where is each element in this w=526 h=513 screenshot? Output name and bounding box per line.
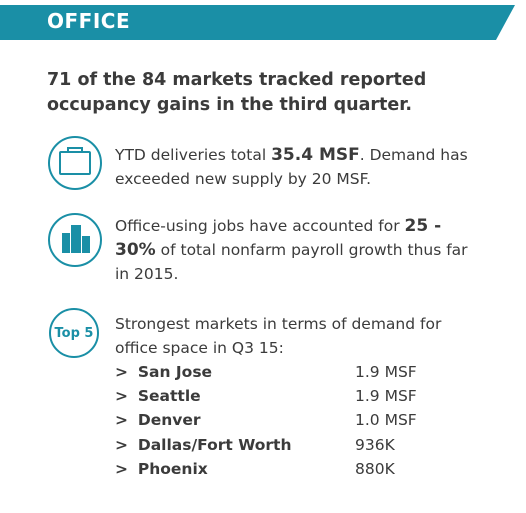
building-icon [62, 225, 90, 253]
text: Office-using jobs have accounted for [115, 217, 405, 235]
market-value: 936K [355, 435, 395, 454]
item: Strongest markets in terms of demand for… [115, 315, 442, 357]
list-marker: > [115, 435, 128, 454]
market-value: 1.0 MSF [355, 411, 417, 430]
market-row: > Phoenix 880K [115, 457, 495, 481]
market-row: > Dallas/Fort Worth 936K [115, 433, 495, 457]
market-value: 1.9 MSF [355, 363, 417, 381]
market-name: San Jose [137, 363, 213, 381]
headline: 71 of the 84 markets tracked reported oc… [47, 70, 427, 115]
market-name: Phoenix [137, 459, 208, 478]
market-value: 880K [355, 459, 395, 478]
market-name: Denver [137, 411, 201, 430]
text: YTD deliveries total [115, 146, 272, 164]
list-marker: > [115, 387, 128, 406]
icons [48, 136, 102, 358]
market-name: Dallas/Fort Worth [137, 435, 292, 454]
header-bar [0, 5, 515, 40]
market-row: > San Jose 1.9 MSF [115, 360, 495, 384]
item: Office-using jobs have accounted for 25 … [115, 214, 475, 286]
text: . Demand has exceeded new supply by 20 M… [115, 146, 468, 188]
highlight: 25 - 30% [115, 216, 442, 260]
market-name: Seattle [137, 387, 201, 406]
list-marker: > [115, 459, 128, 478]
list-marker: > [115, 363, 128, 381]
market-value: 1.9 MSF [355, 387, 417, 406]
list-marker: > [115, 411, 128, 430]
item: YTD deliveries total 35.4 MSF. Demand ha… [115, 143, 475, 191]
header-title: OFFICE [47, 9, 131, 33]
market-row: > Denver 1.0 MSF [115, 408, 495, 432]
badge: Top 5 [54, 326, 94, 341]
market-row: > Seattle 1.9 MSF [115, 384, 495, 408]
highlight: 35.4 MSF [271, 145, 360, 165]
text: of total nonfarm payroll growth thus far… [115, 241, 468, 283]
